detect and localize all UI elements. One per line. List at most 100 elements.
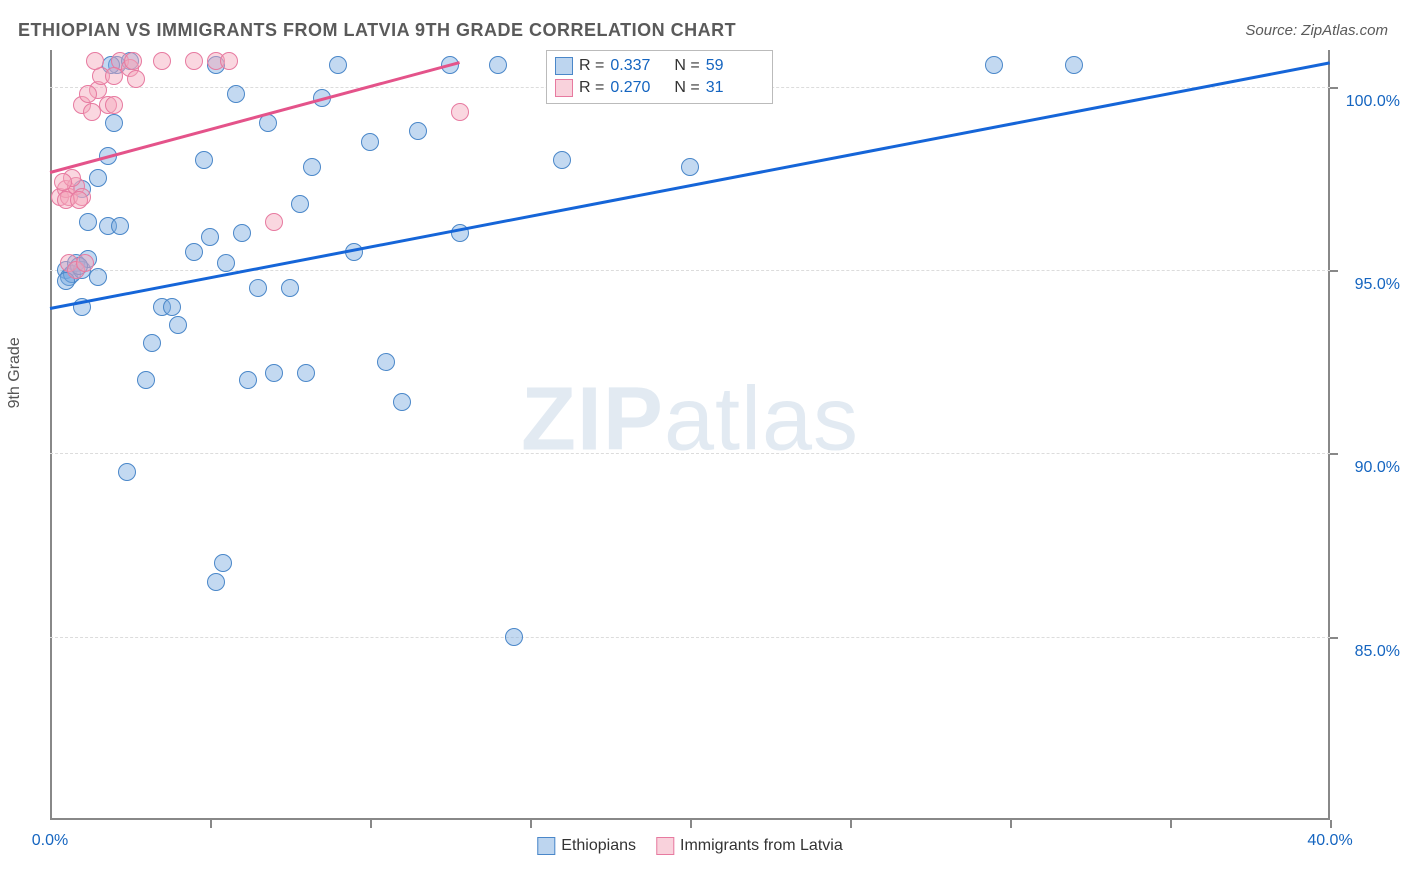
grid-line: [50, 637, 1330, 638]
legend-r-value: 0.337: [610, 57, 668, 75]
data-point: [259, 114, 277, 132]
data-point: [553, 151, 571, 169]
x-tick-label: 40.0%: [1307, 832, 1352, 850]
data-point: [76, 254, 94, 272]
y-tick-label: 90.0%: [1355, 459, 1400, 477]
data-point: [137, 371, 155, 389]
plot-area: 85.0%90.0%95.0%100.0%0.0%40.0%R =0.337N …: [50, 50, 1330, 820]
data-point: [1065, 56, 1083, 74]
data-point: [297, 364, 315, 382]
y-axis-line: [50, 50, 52, 820]
legend-n-label: N =: [674, 79, 699, 97]
correlation-legend: R = 0.337 N = 59 R = 0.270 N = 31: [546, 50, 773, 104]
y-tick-label: 100.0%: [1346, 93, 1400, 111]
y-tick: [1330, 270, 1338, 272]
data-point: [681, 158, 699, 176]
data-point: [265, 213, 283, 231]
x-tick: [1010, 820, 1012, 828]
source-name: ZipAtlas.com: [1301, 22, 1388, 39]
data-point: [89, 169, 107, 187]
series-label: Immigrants from Latvia: [680, 837, 843, 855]
data-point: [985, 56, 1003, 74]
data-point: [361, 133, 379, 151]
data-point: [249, 279, 267, 297]
data-point: [195, 151, 213, 169]
y-tick-label: 95.0%: [1355, 276, 1400, 294]
legend-swatch: [537, 837, 555, 855]
data-point: [70, 191, 88, 209]
data-point: [393, 393, 411, 411]
series-legend-item: Ethiopians: [537, 837, 636, 855]
x-tick: [690, 820, 692, 828]
data-point: [377, 353, 395, 371]
data-point: [86, 52, 104, 70]
data-point: [169, 316, 187, 334]
y-axis-title: 9th Grade: [6, 337, 24, 408]
y-axis-right-line: [1328, 50, 1330, 820]
series-legend: Ethiopians Immigrants from Latvia: [537, 837, 842, 855]
data-point: [163, 298, 181, 316]
data-point: [409, 122, 427, 140]
legend-r-label: R =: [579, 79, 604, 97]
legend-n-label: N =: [674, 57, 699, 75]
legend-r-label: R =: [579, 57, 604, 75]
data-point: [201, 228, 219, 246]
data-point: [220, 52, 238, 70]
source-prefix: Source:: [1245, 22, 1301, 39]
legend-row: R = 0.270 N = 31: [555, 77, 764, 99]
data-point: [79, 213, 97, 231]
data-point: [265, 364, 283, 382]
data-point: [217, 254, 235, 272]
data-point: [111, 217, 129, 235]
y-tick: [1330, 87, 1338, 89]
legend-r-value: 0.270: [610, 79, 668, 97]
chart-header: ETHIOPIAN VS IMMIGRANTS FROM LATVIA 9TH …: [18, 20, 1388, 41]
data-point: [153, 52, 171, 70]
data-point: [207, 573, 225, 591]
data-point: [79, 85, 97, 103]
x-tick-label: 0.0%: [32, 832, 68, 850]
grid-line: [50, 453, 1330, 454]
y-tick: [1330, 453, 1338, 455]
data-point: [105, 96, 123, 114]
legend-swatch: [555, 79, 573, 97]
legend-swatch: [656, 837, 674, 855]
data-point: [185, 243, 203, 261]
source-attribution: Source: ZipAtlas.com: [1245, 22, 1388, 39]
data-point: [303, 158, 321, 176]
scatter-chart: 85.0%90.0%95.0%100.0%0.0%40.0%R =0.337N …: [50, 50, 1330, 820]
data-point: [451, 103, 469, 121]
data-point: [227, 85, 245, 103]
legend-n-value: 59: [706, 57, 764, 75]
data-point: [291, 195, 309, 213]
data-point: [185, 52, 203, 70]
legend-row: R = 0.337 N = 59: [555, 55, 764, 77]
x-tick: [210, 820, 212, 828]
data-point: [505, 628, 523, 646]
series-label: Ethiopians: [561, 837, 636, 855]
data-point: [214, 554, 232, 572]
data-point: [127, 70, 145, 88]
data-point: [239, 371, 257, 389]
data-point: [105, 114, 123, 132]
data-point: [233, 224, 251, 242]
data-point: [143, 334, 161, 352]
data-point: [89, 268, 107, 286]
data-point: [118, 463, 136, 481]
data-point: [329, 56, 347, 74]
data-point: [124, 52, 142, 70]
x-tick: [530, 820, 532, 828]
x-tick: [370, 820, 372, 828]
y-tick: [1330, 637, 1338, 639]
x-tick: [1330, 820, 1332, 828]
y-tick-label: 85.0%: [1355, 643, 1400, 661]
series-legend-item: Immigrants from Latvia: [656, 837, 843, 855]
data-point: [54, 173, 72, 191]
legend-n-value: 31: [706, 79, 764, 97]
data-point: [489, 56, 507, 74]
chart-title: ETHIOPIAN VS IMMIGRANTS FROM LATVIA 9TH …: [18, 20, 736, 41]
x-tick: [850, 820, 852, 828]
legend-swatch: [555, 57, 573, 75]
data-point: [281, 279, 299, 297]
x-tick: [1170, 820, 1172, 828]
